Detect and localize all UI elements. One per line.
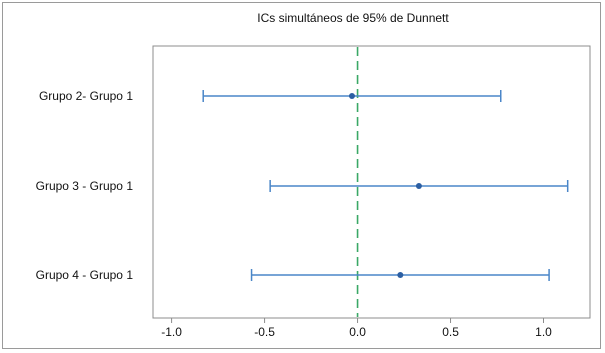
plot-area [152, 45, 591, 319]
chart-frame: ICs simultáneos de 95% de Dunnett Grupo … [2, 2, 601, 349]
interval-2 [202, 90, 502, 102]
x-tick-label: 1.0 [535, 325, 552, 339]
category-label-grupo-3: Grupo 3 - Grupo 1 [36, 179, 134, 193]
x-tick-label: -0.5 [254, 325, 275, 339]
category-label-grupo-4: Grupo 4 - Grupo 1 [36, 268, 134, 282]
dunnett-ci-chart: ICs simultáneos de 95% de Dunnett Grupo … [36, 11, 591, 339]
x-tick-label: 0.0 [349, 325, 366, 339]
category-label-grupo-2: Grupo 2- Grupo 1 [39, 89, 133, 103]
category-labels: Grupo 2- Grupo 1 Grupo 3 - Grupo 1 Grupo… [36, 89, 134, 282]
chart-title: ICs simultáneos de 95% de Dunnett [257, 11, 449, 25]
interval-estimate-point [415, 183, 422, 189]
x-axis: -1.0 -0.5 0.0 0.5 1.0 [161, 318, 552, 339]
intervals-layer [202, 90, 569, 281]
interval-4 [250, 269, 550, 281]
x-tick-label: -1.0 [161, 325, 182, 339]
interval-3 [269, 180, 569, 192]
x-tick-label: 0.5 [442, 325, 459, 339]
interval-estimate-point [397, 272, 404, 278]
interval-estimate-point [348, 93, 355, 99]
